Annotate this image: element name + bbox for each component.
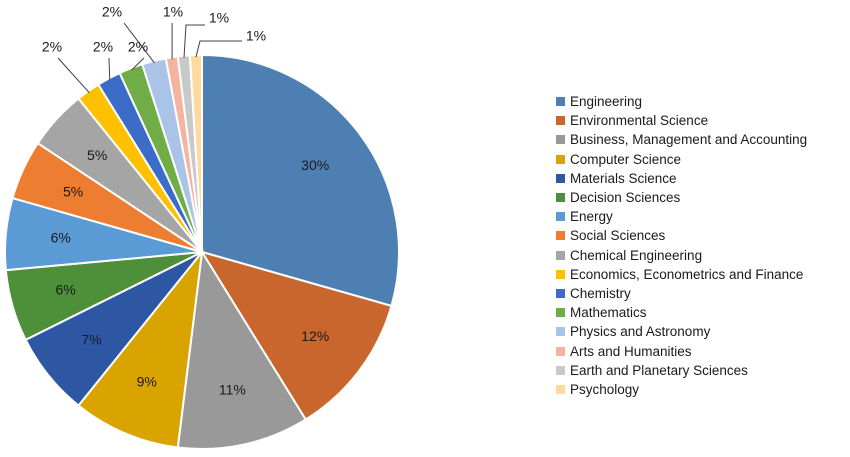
slice-value-label: 5% xyxy=(87,147,107,163)
legend-swatch xyxy=(556,288,565,298)
leader-line xyxy=(57,57,90,94)
slice-value-label: 6% xyxy=(51,230,71,246)
legend-item-energy: Energy xyxy=(556,207,807,226)
legend-label: Chemistry xyxy=(570,285,631,301)
legend-swatch xyxy=(556,116,565,126)
slice-value-label: 1% xyxy=(209,10,229,26)
legend-item-physics-and-astronomy: Physics and Astronomy xyxy=(556,322,807,341)
slice-value-label: 11% xyxy=(219,381,246,397)
legend-item-engineering: Engineering xyxy=(556,92,807,111)
legend-swatch xyxy=(556,97,565,107)
legend-swatch xyxy=(556,212,565,222)
legend-item-earth-and-planetary-sciences: Earth and Planetary Sciences xyxy=(556,361,807,380)
legend-item-psychology: Psychology xyxy=(556,380,807,399)
pie-slice-computer-science xyxy=(77,248,204,449)
legend-swatch xyxy=(556,346,565,356)
leader-line xyxy=(131,57,145,71)
legend-swatch xyxy=(556,193,565,203)
legend-label: Mathematics xyxy=(570,305,647,321)
slice-value-label: 2% xyxy=(93,39,113,55)
legend-label: Engineering xyxy=(570,94,643,110)
slice-value-label: 5% xyxy=(63,183,83,199)
slice-value-label: 2% xyxy=(128,39,148,55)
slice-value-label: 6% xyxy=(55,282,75,298)
legend-label: Earth and Planetary Sciences xyxy=(570,362,748,378)
pie-slice-psychology xyxy=(188,53,203,253)
pie-slice-environmental-science xyxy=(199,250,393,421)
legend-label: Business, Management and Accounting xyxy=(570,132,808,148)
legend-item-chemistry: Chemistry xyxy=(556,284,807,303)
legend-swatch xyxy=(556,308,565,318)
legend-label: Chemical Engineering xyxy=(570,247,703,263)
leader-line xyxy=(183,24,205,58)
slice-value-label: 1% xyxy=(246,28,266,44)
legend-item-decision-sciences: Decision Sciences xyxy=(556,188,807,207)
legend-item-materials-science: Materials Science xyxy=(556,169,807,188)
pie-slice-business-management-and-accounting xyxy=(176,249,308,450)
slice-value-label: 7% xyxy=(81,332,101,348)
legend-label: Computer Science xyxy=(570,151,682,167)
legend-label: Arts and Humanities xyxy=(570,343,692,359)
legend-label: Economics, Econometrics and Finance xyxy=(570,266,804,282)
legend-swatch xyxy=(556,327,565,337)
legend-item-arts-and-humanities: Arts and Humanities xyxy=(556,341,807,360)
legend-label: Psychology xyxy=(570,381,640,397)
legend-item-economics-econometrics-and-finance: Economics, Econometrics and Finance xyxy=(556,265,807,284)
slice-value-label: 12% xyxy=(301,328,329,344)
legend-label: Energy xyxy=(570,209,613,225)
leader-line xyxy=(195,40,242,58)
pie-slice-engineering xyxy=(201,53,400,308)
legend-swatch xyxy=(556,384,565,394)
slice-value-label: 30% xyxy=(301,157,329,173)
legend-label: Social Sciences xyxy=(570,228,666,244)
leader-line xyxy=(108,57,111,81)
legend-label: Materials Science xyxy=(570,170,677,186)
legend-item-chemical-engineering: Chemical Engineering xyxy=(556,246,807,265)
legend-swatch xyxy=(556,365,565,375)
slice-value-label: 9% xyxy=(137,373,157,389)
legend-label: Environmental Science xyxy=(570,113,709,129)
legend-item-environmental-science: Environmental Science xyxy=(556,111,807,130)
legend-swatch xyxy=(556,135,565,145)
leader-line xyxy=(123,22,155,64)
legend-item-mathematics: Mathematics xyxy=(556,303,807,322)
legend-label: Decision Sciences xyxy=(570,190,681,206)
legend-label: Physics and Astronomy xyxy=(570,324,711,340)
legend-swatch xyxy=(556,250,565,260)
legend-swatch xyxy=(556,173,565,183)
slice-value-label: 2% xyxy=(42,39,62,55)
legend-swatch xyxy=(556,231,565,241)
chart-legend: Engineering Environmental Science Business… xyxy=(556,92,807,399)
legend-item-social-sciences: Social Sciences xyxy=(556,226,807,245)
legend-swatch xyxy=(556,269,565,279)
legend-item-business-management-and-accounting: Business, Management and Accounting xyxy=(556,130,807,149)
slice-value-label: 1% xyxy=(163,4,183,20)
legend-item-computer-science: Computer Science xyxy=(556,150,807,169)
legend-swatch xyxy=(556,154,565,164)
slice-value-label: 2% xyxy=(102,4,122,20)
